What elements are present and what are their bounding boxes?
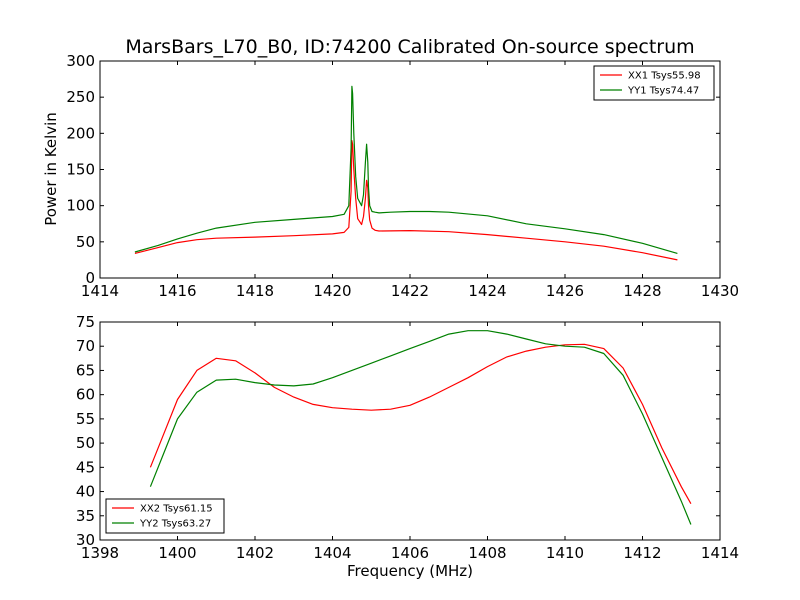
- bottom-chart-y-tick-label: 35: [76, 507, 95, 525]
- bottom-chart-y-tick-label: 45: [76, 458, 95, 476]
- bottom-chart-legend-label-2: YY2 Tsys63.27: [139, 519, 211, 530]
- top-chart-series-line-2: [134, 85, 678, 254]
- bottom-chart-x-tick-label: 1408: [468, 544, 506, 562]
- top-chart-y-tick-label: 50: [76, 233, 95, 251]
- bottom-chart-y-tick-label: 55: [76, 410, 95, 428]
- bottom-chart-x-tick-label: 1402: [236, 544, 274, 562]
- bottom-chart-x-tick-label: 1406: [391, 544, 429, 562]
- bottom-chart-x-tick-label: 1412: [623, 544, 661, 562]
- bottom-chart-legend-label-1: XX2 Tsys61.15: [140, 504, 213, 515]
- bottom-chart-x-axis-label: Frequency (MHz): [347, 562, 473, 580]
- bottom-chart-legend-box: [105, 498, 225, 534]
- bottom-chart-y-tick-label: 60: [76, 386, 95, 404]
- top-chart-y-tick-label: 100: [66, 197, 95, 215]
- top-chart-x-tick-label: 1428: [623, 282, 661, 300]
- bottom-chart-y-tick-label: 65: [76, 361, 95, 379]
- top-chart-x-tick-label: 1422: [391, 282, 429, 300]
- top-chart-legend: XX1 Tsys55.98 YY1 Tsys74.47: [593, 65, 715, 101]
- bottom-chart-x-tick-label: 1400: [158, 544, 196, 562]
- bottom-chart-x-tick-label: 1398: [81, 544, 119, 562]
- bottom-chart-x-tick-label: 1410: [546, 544, 584, 562]
- top-chart-legend-label-1: XX1 Tsys55.98: [628, 71, 701, 82]
- top-chart-title: MarsBars_L70_B0, ID:74200 Calibrated On-…: [125, 36, 694, 58]
- bottom-chart-y-tick-label: 40: [76, 483, 95, 501]
- bottom-chart-y-tick-label: 70: [76, 337, 95, 355]
- top-chart-x-tick-label: 1420: [313, 282, 351, 300]
- top-chart-y-axis-label: Power in Kelvin: [42, 112, 60, 226]
- bottom-chart-y-tick-label: 50: [76, 434, 95, 452]
- bottom-chart-y-tick-label: 75: [76, 313, 95, 331]
- top-chart: 1414 1416 1418 1420 1422 1424 1426 1428 1430 0 50 1…: [66, 52, 739, 300]
- top-chart-x-tick-label: 1416: [158, 282, 196, 300]
- top-chart-x-tick-label: 1424: [468, 282, 506, 300]
- bottom-chart-y-tick-label: 30: [76, 531, 95, 549]
- top-chart-series-line-1: [134, 140, 678, 261]
- top-chart-y-tick-label: 0: [85, 269, 95, 287]
- top-chart-legend-label-2: YY1 Tsys74.47: [627, 86, 699, 97]
- top-chart-x-tick-label: 1426: [546, 282, 584, 300]
- bottom-chart: 1398 1400 1402 1404 1406 1408 1410 1412 1414 30 35…: [76, 313, 739, 562]
- bottom-chart-x-tick-label: 1414: [701, 544, 739, 562]
- top-chart-x-tick-label: 1414: [81, 282, 119, 300]
- bottom-chart-series-line-2: [149, 330, 692, 525]
- bottom-chart-x-tick-label: 1404: [313, 544, 351, 562]
- top-chart-y-tick-label: 200: [66, 124, 95, 142]
- top-chart-y-tick-label: 300: [66, 52, 95, 70]
- top-chart-y-tick-label: 150: [66, 161, 95, 179]
- bottom-chart-series-line-1: [149, 343, 692, 504]
- top-chart-legend-box: [593, 65, 715, 101]
- top-chart-x-tick-label: 1418: [236, 282, 274, 300]
- top-chart-x-tick-label: 1430: [701, 282, 739, 300]
- top-chart-y-tick-label: 250: [66, 88, 95, 106]
- bottom-chart-legend: XX2 Tsys61.15 YY2 Tsys63.27: [105, 498, 225, 534]
